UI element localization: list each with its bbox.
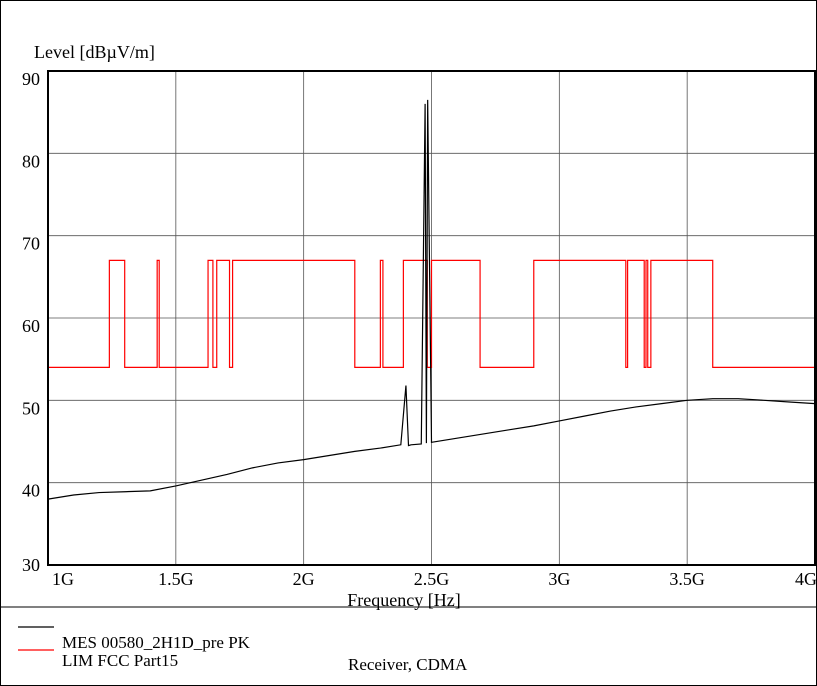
x-tick-label: 3G xyxy=(548,569,570,589)
y-axis-title: Level [dBµV/m] xyxy=(34,42,155,62)
y-tick-label: 60 xyxy=(22,316,40,336)
plot-border xyxy=(47,70,816,566)
x-tick-label: 2G xyxy=(293,569,315,589)
limit-line xyxy=(48,259,815,368)
x-tick-label: 1G xyxy=(52,569,74,589)
x-tick-label: 3.5G xyxy=(669,569,705,589)
y-tick-label: 30 xyxy=(22,555,40,575)
x-tick-label: 1.5G xyxy=(158,569,194,589)
legend-lim-label: LIM FCC Part15 xyxy=(62,651,179,670)
tick-labels: 1G 1.5G 2G 2.5G 3G 3.5G 4G 30 40 50 60 70 80 90 xyxy=(22,69,817,589)
x-tick-label: 2.5G xyxy=(414,569,450,589)
measurement-line xyxy=(47,99,816,500)
y-tick-label: 80 xyxy=(22,151,40,171)
y-tick-label: 70 xyxy=(22,234,40,254)
y-tick-label: 90 xyxy=(22,69,40,89)
y-tick-label: 40 xyxy=(22,481,40,501)
legend-receiver-label: Receiver, CDMA xyxy=(348,655,468,674)
x-tick-label: 4G xyxy=(795,569,817,589)
y-tick-label: 50 xyxy=(22,398,40,418)
legend-mes-label: MES 00580_2H1D_pre PK xyxy=(62,633,250,652)
series-group xyxy=(47,99,816,500)
x-axis-title: Frequency [Hz] xyxy=(347,590,460,610)
